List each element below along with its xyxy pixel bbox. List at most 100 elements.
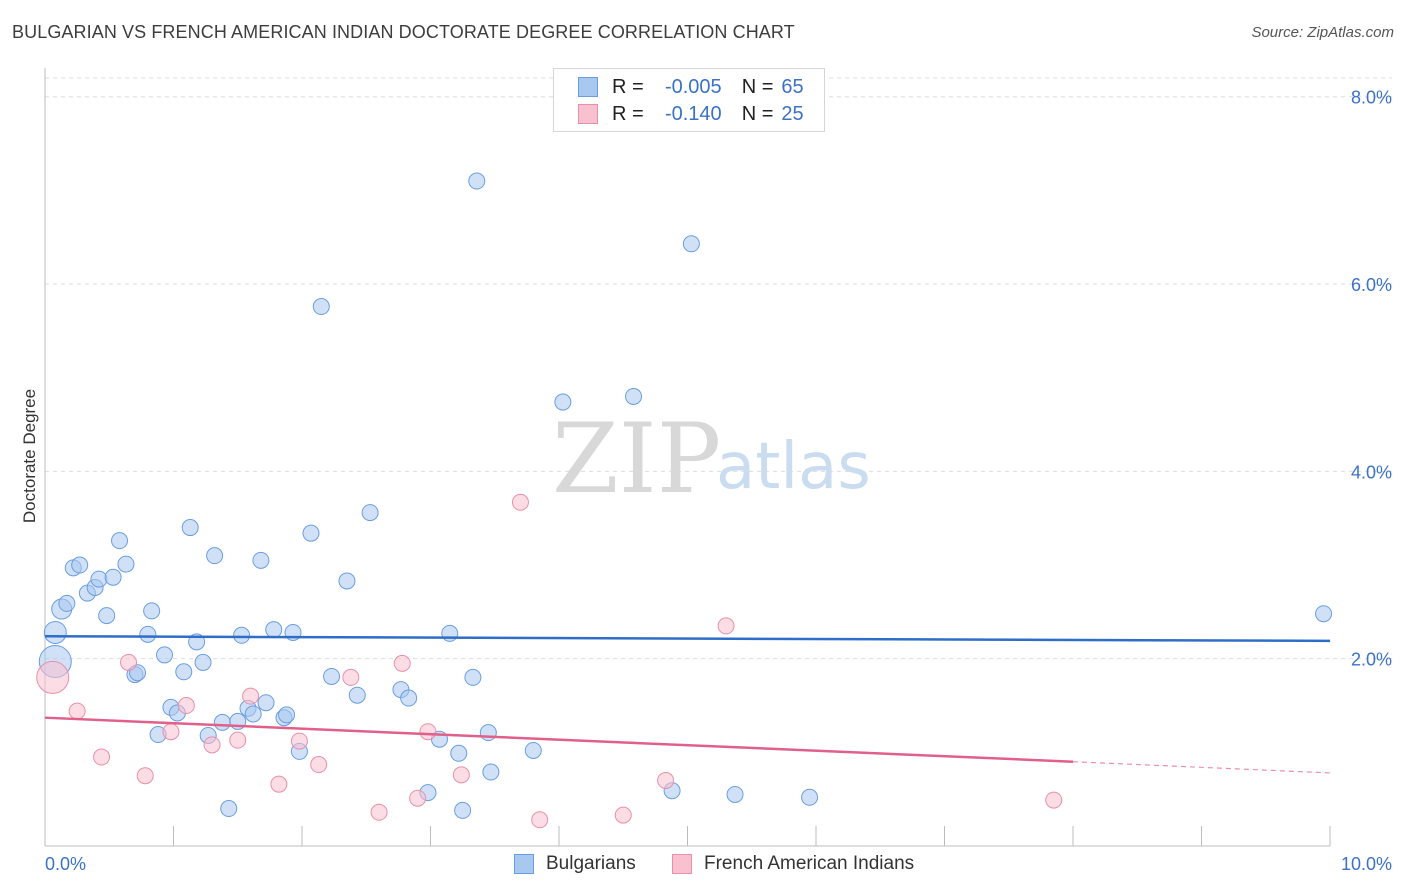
tick-labels: 2.0% 4.0% 6.0% 8.0% 0.0% 10.0% bbox=[45, 88, 1392, 874]
french-american-indians-point bbox=[511, 493, 529, 511]
bulgarians-point bbox=[156, 646, 174, 664]
french-american-indians-point bbox=[419, 723, 437, 741]
data-points bbox=[36, 172, 1333, 829]
legend-r-label: R = bbox=[612, 102, 644, 125]
french-american-indians-point bbox=[120, 653, 138, 671]
bulgarians-point bbox=[361, 504, 379, 522]
bulgarians-trend-line bbox=[44, 634, 1331, 643]
y-tick-label: 8.0% bbox=[1351, 88, 1392, 108]
x-tick-label: 10.0% bbox=[1341, 854, 1392, 874]
bulgarians-point bbox=[117, 555, 135, 573]
bulgarians-point bbox=[252, 551, 270, 569]
bulgarians-point bbox=[98, 607, 116, 625]
y-tick-label: 4.0% bbox=[1351, 462, 1392, 482]
french-american-indians-point bbox=[310, 756, 328, 774]
bulgarians-point bbox=[454, 801, 472, 819]
bulgarians-point bbox=[43, 620, 67, 644]
legend-n-value: 65 bbox=[781, 75, 804, 98]
legend-r-value: -0.005 bbox=[664, 75, 722, 98]
watermark: ZIP atlas bbox=[552, 403, 871, 515]
bulgarians-point bbox=[726, 785, 744, 803]
bulgarians-point bbox=[554, 393, 572, 411]
french-american-indians-point bbox=[717, 617, 735, 635]
bulgarians-point bbox=[482, 763, 500, 781]
french-american-indians-point bbox=[203, 736, 221, 754]
french-american-indians-point bbox=[229, 731, 247, 749]
legend-label-bulgarians: Bulgarians bbox=[546, 853, 636, 874]
french-american-indians-point bbox=[370, 803, 388, 821]
bulgarians-point bbox=[323, 667, 341, 685]
french-american-indians-trend-line-extension bbox=[1072, 761, 1331, 774]
bulgarians-point bbox=[111, 532, 129, 550]
bulgarians-point bbox=[468, 172, 486, 190]
french-american-indians-point bbox=[242, 687, 260, 705]
bulgarians-point bbox=[1315, 605, 1333, 623]
legend-row-french-american-indians: R = -0.140 N = 25 bbox=[578, 101, 804, 127]
legend-r-value: -0.140 bbox=[664, 102, 722, 125]
french-american-indians-point bbox=[36, 660, 70, 694]
bulgarians-point bbox=[139, 625, 157, 643]
french-american-indians-point bbox=[1045, 791, 1063, 809]
bulgarians-point bbox=[244, 705, 262, 723]
legend-swatch-french-american-indians bbox=[578, 104, 598, 124]
bulgarians-point bbox=[441, 624, 459, 642]
bulgarians-point bbox=[233, 626, 251, 644]
legend-row-bulgarians: R = -0.005 N = 65 bbox=[578, 74, 804, 100]
french-american-indians-point bbox=[93, 748, 111, 766]
bulgarians-point bbox=[71, 556, 89, 574]
bulgarians-point bbox=[400, 689, 418, 707]
bulgarians-point bbox=[58, 594, 76, 612]
bulgarians-point bbox=[181, 519, 199, 537]
french-american-indians-point bbox=[531, 811, 549, 829]
y-axis-title: Doctorate Degree bbox=[20, 388, 39, 524]
bulgarians-point bbox=[302, 524, 320, 542]
legend-item-french-american-indians[interactable]: French American Indians bbox=[672, 852, 914, 876]
x-tick-label: 0.0% bbox=[45, 854, 86, 874]
watermark-atlas: atlas bbox=[716, 430, 871, 504]
bulgarians-point bbox=[90, 570, 108, 588]
legend-label-french-american-indians: French American Indians bbox=[704, 853, 915, 874]
bulgarians-point bbox=[625, 387, 643, 405]
bulgarians-point bbox=[194, 653, 212, 671]
bulgarians-point bbox=[220, 800, 238, 818]
bulgarians-point bbox=[312, 298, 330, 316]
bulgarians-point bbox=[479, 724, 497, 742]
french-american-indians-point bbox=[342, 668, 360, 686]
french-american-indians-trend-line bbox=[44, 716, 1074, 763]
trend-lines bbox=[44, 634, 1331, 774]
axes bbox=[44, 68, 1331, 847]
french-american-indians-point bbox=[68, 702, 86, 720]
french-american-indians-point bbox=[136, 767, 154, 785]
legend-n-label: N = bbox=[741, 75, 774, 98]
legend-item-bulgarians[interactable]: Bulgarians bbox=[514, 852, 636, 876]
legend-n-label: N = bbox=[741, 102, 774, 125]
bulgarians-point bbox=[348, 686, 366, 704]
french-american-indians-point bbox=[614, 806, 632, 824]
french-american-indians-point bbox=[393, 654, 411, 672]
french-american-indians-point bbox=[162, 723, 180, 741]
bulgarians-point bbox=[524, 741, 542, 759]
legend-swatch-bulgarians bbox=[578, 77, 598, 97]
bulgarians-point bbox=[801, 788, 819, 806]
bulgarians-point bbox=[338, 572, 356, 590]
bulgarians-point bbox=[206, 547, 224, 565]
legend-r-label: R = bbox=[612, 75, 644, 98]
bulgarians-point bbox=[104, 568, 122, 586]
bulgarians-point bbox=[464, 668, 482, 686]
bulgarians-point bbox=[450, 744, 468, 762]
french-american-indians-point bbox=[409, 789, 427, 807]
correlation-legend: R = -0.005 N = 65 R = -0.140 N = 25 bbox=[553, 68, 825, 132]
french-american-indians-point bbox=[290, 732, 308, 750]
french-american-indians-point bbox=[177, 697, 195, 715]
y-tick-label: 6.0% bbox=[1351, 275, 1392, 295]
legend-n-value: 25 bbox=[781, 102, 804, 125]
watermark-zip: ZIP bbox=[552, 403, 721, 515]
bulgarians-point bbox=[213, 713, 231, 731]
bulgarians-point bbox=[143, 602, 161, 620]
french-american-indians-point bbox=[657, 771, 675, 789]
french-american-indians-point bbox=[452, 766, 470, 784]
bulgarians-point bbox=[257, 694, 275, 712]
source-label: Source: ZipAtlas.com bbox=[1251, 24, 1394, 41]
bulgarians-point bbox=[175, 663, 193, 681]
